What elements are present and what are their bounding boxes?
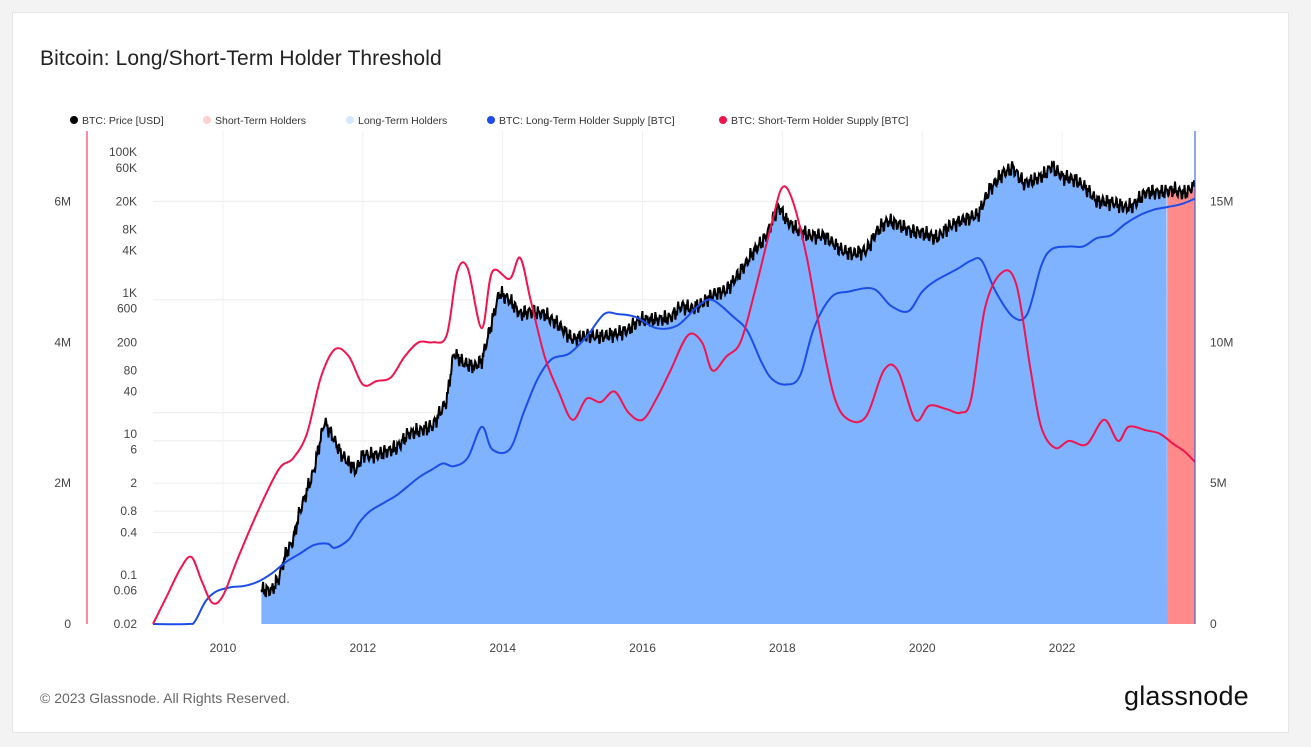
x-tick-label: 2020 [909, 641, 936, 655]
x-tick-label: 2016 [629, 641, 656, 655]
x-tick-label: 2012 [349, 641, 376, 655]
legend-item[interactable]: Long-Term Holders [346, 115, 447, 127]
legend-marker [487, 116, 495, 124]
x-tick-label: 2010 [210, 641, 237, 655]
price-tick-label: 0.8 [120, 504, 137, 518]
x-tick-label: 2022 [1049, 641, 1076, 655]
glassnode-logo: glassnode [1124, 681, 1249, 711]
left-outer-tick-label: 0 [64, 617, 71, 631]
price-tick-label: 8K [122, 222, 137, 236]
price-tick-label: 0.1 [120, 568, 137, 582]
lth-supply-line [152, 197, 1196, 626]
legend-item[interactable]: BTC: Short-Term Holder Supply [BTC] [719, 115, 908, 127]
x-tick-label: 2014 [489, 641, 516, 655]
long-term-holders-area [261, 160, 1167, 625]
legend-marker [203, 116, 211, 124]
short-term-holders-area [1167, 180, 1195, 624]
price-tick-label: 0.02 [114, 617, 138, 631]
legend: BTC: Price [USD] Short-Term Holders Long-T… [70, 115, 908, 127]
price-tick-label: 100K [109, 145, 137, 159]
legend-label: BTC: Long-Term Holder Supply [BTC] [499, 115, 675, 127]
right-tick-label: 10M [1210, 335, 1233, 349]
legend-marker [70, 116, 78, 124]
legend-label: BTC: Price [USD] [82, 115, 164, 127]
legend-item[interactable]: BTC: Price [USD] [70, 115, 164, 127]
price-tick-label: 0.4 [120, 525, 137, 539]
price-tick-label: 0.06 [114, 583, 138, 597]
right-tick-label: 0 [1210, 617, 1217, 631]
price-line [260, 160, 1196, 598]
legend-marker [719, 116, 727, 124]
price-tick-label: 60K [116, 161, 137, 175]
left-outer-tick-label: 2M [54, 476, 71, 490]
price-tick-label: 40 [124, 385, 138, 399]
legend-label: BTC: Short-Term Holder Supply [BTC] [731, 115, 908, 127]
price-tick-label: 1K [122, 286, 137, 300]
price-tick-label: 6 [130, 443, 137, 457]
holder-areas [261, 160, 1195, 625]
price-tick-label: 4K [122, 244, 137, 258]
price-tick-label: 20K [116, 194, 137, 208]
axes: 0 2M 4M 6M 0.02 0.060.1 0.4 0.8 2 6 10 40 80 200 600 1K… [54, 131, 1233, 655]
price-tick-label: 10 [124, 427, 138, 441]
copyright-text: © 2023 Glassnode. All Rights Reserved. [40, 690, 291, 706]
legend-item[interactable]: Short-Term Holders [203, 115, 306, 127]
chart-title: Bitcoin: Long/Short-Term Holder Threshol… [40, 47, 442, 70]
legend-label: Short-Term Holders [215, 115, 306, 127]
price-tick-label: 200 [117, 335, 137, 349]
price-tick-label: 2 [130, 476, 137, 490]
legend-label: Long-Term Holders [358, 115, 447, 127]
x-tick-label: 2018 [769, 641, 796, 655]
left-outer-tick-label: 6M [54, 194, 71, 208]
legend-marker [346, 116, 354, 124]
right-tick-label: 15M [1210, 194, 1233, 208]
right-tick-label: 5M [1210, 476, 1227, 490]
legend-item[interactable]: BTC: Long-Term Holder Supply [BTC] [487, 115, 675, 127]
price-tick-label: 80 [124, 363, 138, 377]
left-outer-tick-label: 4M [54, 335, 71, 349]
sth-supply-line [152, 185, 1196, 625]
series-lines [152, 160, 1196, 626]
price-tick-label: 600 [117, 302, 137, 316]
